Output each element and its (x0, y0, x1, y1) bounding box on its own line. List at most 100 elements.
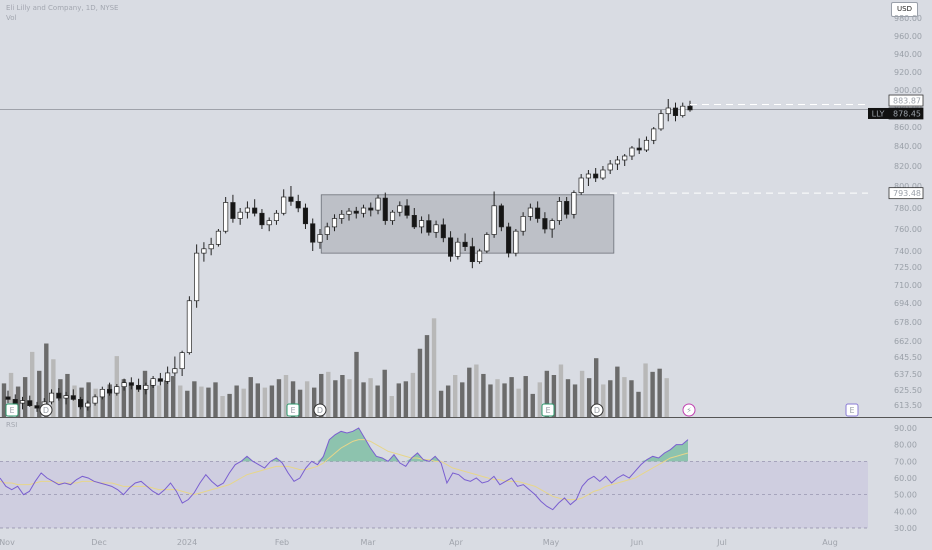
volume-bar (445, 385, 451, 417)
chart-title: Eli Lilly and Company, 1D, NYSE (6, 4, 119, 12)
volume-bar (192, 381, 197, 417)
candle (107, 388, 113, 394)
volume-bar (248, 377, 253, 417)
candle (469, 246, 475, 263)
price-tick-label: 637.50 (894, 370, 922, 379)
candle (172, 368, 178, 374)
event-marker-earnings (541, 403, 555, 417)
price-label-last: 878.45 (893, 109, 921, 118)
rsi-line (0, 427, 689, 511)
volume-label: Vol (6, 14, 17, 22)
candle (70, 395, 76, 400)
price-label-high: 883.87 (893, 97, 921, 106)
candle (556, 201, 562, 221)
candle (433, 224, 439, 233)
volume-bar (227, 393, 232, 417)
candle (288, 196, 294, 202)
volume-bar (149, 380, 155, 417)
candle (92, 396, 98, 404)
candle (5, 396, 11, 400)
volume-bar (8, 372, 14, 417)
volume-bar (142, 370, 148, 417)
volume-bar (171, 376, 176, 417)
rsi-overbought-fill (0, 428, 688, 462)
volume-bar (220, 396, 225, 417)
candle (614, 159, 620, 165)
event-marker-split-or-event (682, 403, 696, 417)
volume-bar (530, 393, 535, 417)
time-axis-label: Mar (360, 538, 376, 547)
volume-bar (135, 385, 141, 417)
candle (150, 378, 156, 386)
time-axis-label: Dec (91, 538, 106, 547)
candle (85, 402, 91, 408)
volume-bar (396, 383, 401, 417)
candle (426, 220, 432, 233)
candle (477, 250, 483, 263)
volume-bar (72, 385, 77, 417)
volume-bar (572, 384, 578, 417)
volume-bar (565, 379, 571, 417)
volume-bar (586, 378, 592, 417)
candle (48, 392, 55, 403)
candle (520, 216, 526, 232)
volume-bar (297, 389, 303, 417)
candle (382, 197, 388, 221)
price-label-resistance-bg (888, 187, 924, 200)
rsi-tick-label: 80.00 (894, 441, 917, 450)
event-marker-earnings (286, 403, 300, 417)
candle (535, 207, 541, 219)
volume-bar (30, 351, 35, 417)
candle (128, 382, 134, 386)
candle (27, 400, 33, 406)
candle (397, 205, 403, 213)
volume-bar (234, 385, 239, 417)
candle (542, 218, 548, 230)
candle (259, 212, 265, 226)
price-tick-label: 760.00 (894, 225, 922, 234)
volume-bar (438, 390, 444, 417)
time-axis-label: Aug (822, 538, 838, 547)
price-tick-label: 820.00 (894, 162, 922, 171)
price-label-last-bg (888, 107, 924, 120)
volume-bar (488, 384, 493, 417)
rsi-tick-label: 30.00 (894, 524, 917, 533)
volume-bar (629, 380, 634, 417)
candle (419, 220, 425, 228)
candle (201, 248, 207, 254)
volume-bar (537, 382, 542, 417)
volume-bar (467, 367, 472, 417)
candle (353, 210, 359, 214)
candle (680, 105, 686, 116)
candle (629, 147, 635, 157)
volume-bar (509, 377, 514, 417)
candle (339, 213, 345, 219)
volume-bar (453, 375, 458, 417)
volume-bar (347, 379, 352, 417)
rsi-tick-label: 40.00 (894, 507, 917, 516)
price-tick-label: 980.00 (894, 14, 922, 23)
candle (63, 395, 69, 399)
ticker-tag (868, 107, 889, 119)
candle (368, 207, 374, 211)
volume-bar (636, 391, 641, 417)
volume-bar (601, 384, 606, 417)
volume-bar (86, 382, 91, 417)
volume-bar (431, 318, 437, 417)
candle (114, 386, 120, 394)
volume-bar (417, 348, 423, 417)
volume-bar (156, 385, 162, 417)
volume-bar (283, 375, 289, 417)
volume-bar (354, 351, 359, 417)
time-axis-label: Feb (275, 538, 289, 547)
price-tick-label: 840.00 (894, 142, 922, 151)
candle (360, 207, 367, 214)
currency-button[interactable]: USD (891, 2, 918, 17)
price-tick-label: 800.00 (894, 182, 922, 191)
candle (295, 201, 301, 209)
candle (252, 207, 258, 214)
volume-bar (128, 385, 134, 417)
volume-bar (368, 378, 373, 417)
price-tick-label: 613.50 (894, 401, 922, 410)
